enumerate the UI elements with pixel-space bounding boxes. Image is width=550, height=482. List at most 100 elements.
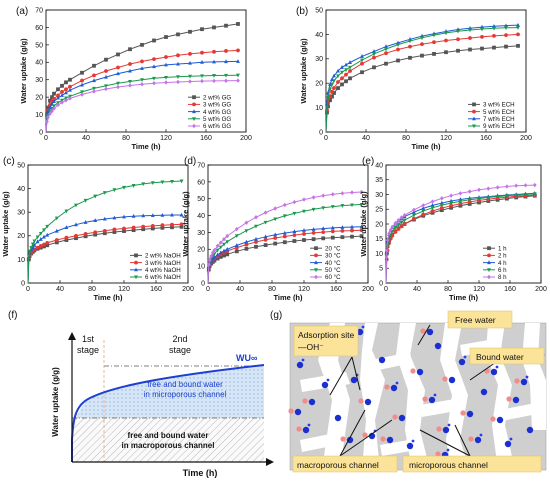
data-point [52,106,56,111]
oxygen-atom [520,378,528,386]
legend-marker [134,275,138,280]
data-point [388,227,393,233]
data-point [408,39,412,44]
data-point [104,57,108,62]
data-point [80,90,84,95]
hydrogen-atom [490,416,496,422]
data-point [360,58,364,63]
data-point [128,68,132,73]
y-tick-label: 10 [35,112,43,119]
oxygen-atom [296,361,304,369]
data-point [372,49,376,53]
data-point [458,199,463,204]
data-point [254,236,258,241]
data-point [340,76,344,81]
data-point [412,213,416,218]
data-point [336,74,340,79]
data-point [504,44,508,49]
data-point [150,226,155,231]
water-molecule [420,328,434,336]
legend-label: 60 °C [325,274,341,281]
data-point [152,76,156,81]
data-point [38,231,43,236]
data-point [359,202,364,207]
data-point [234,243,239,247]
data-point [236,78,240,83]
data-point [150,223,155,228]
oxygen-atom [448,376,456,384]
data-point [421,212,426,217]
data-point [340,204,345,208]
water-molecule [410,368,424,376]
plot-frame [385,164,542,284]
data-point [215,243,220,249]
y-tick-label: 35 [375,177,383,184]
small-atom [463,355,467,359]
data-point [399,215,404,220]
legend-marker [487,260,491,265]
data-point [492,26,496,31]
data-point [68,96,72,101]
macro-channel-label-box [292,455,398,473]
small-atom [307,423,311,427]
y-tick-label: 25 [375,207,383,214]
water-molecule [436,423,451,434]
data-point [532,192,537,197]
data-point [385,238,390,243]
bound-water-label-box [469,347,545,365]
data-point [131,228,136,233]
data-point [480,27,484,32]
data-point [326,96,330,101]
data-point [292,199,297,205]
data-point [244,246,249,251]
data-point [244,229,249,234]
data-point [420,36,424,41]
data-point [64,235,69,240]
data-point [218,250,223,255]
data-point [152,38,156,43]
data-point [176,32,180,37]
data-point [83,220,88,224]
data-point [92,78,96,83]
small-atom [479,433,483,437]
data-point [282,230,287,235]
data-point [311,207,316,212]
data-point [224,23,228,28]
water-molecule [302,398,316,406]
data-point [467,202,472,206]
data-point [128,62,132,66]
water-molecule [434,342,442,350]
data-point [393,226,398,230]
data-point [348,65,352,70]
data-point [234,234,239,239]
data-point [122,229,126,233]
data-point [209,253,214,259]
chart-panel: (a) 0 40 80 120 160 200 0 10 20 30 40 50 60 70 Time (h)… [16,6,252,151]
data-point [244,220,249,225]
panel-label: (d) [184,156,196,167]
data-point [164,80,168,85]
data-point [200,59,204,64]
stage-2-label-b: stage [169,345,191,355]
legend-label: 2 h [498,253,507,260]
legend-label: 8 h [498,274,507,281]
data-point [80,78,84,83]
data-point [116,65,120,70]
y-tick-label: 60 [35,25,43,32]
data-point [140,78,144,83]
data-point [54,216,59,221]
data-point [80,92,84,97]
data-point [215,248,220,253]
hydrogen-atom [442,376,448,382]
data-point [480,34,484,39]
data-point [244,242,249,247]
legend-marker [314,260,318,265]
data-point [444,31,448,36]
y-tick-label: 0 [21,280,25,287]
small-atom [411,439,415,443]
data-point [384,248,389,253]
macro-channel-label: macroporous channel [297,460,379,470]
y-tick-label: 50 [315,7,323,14]
hydrogen-atom [340,436,346,442]
